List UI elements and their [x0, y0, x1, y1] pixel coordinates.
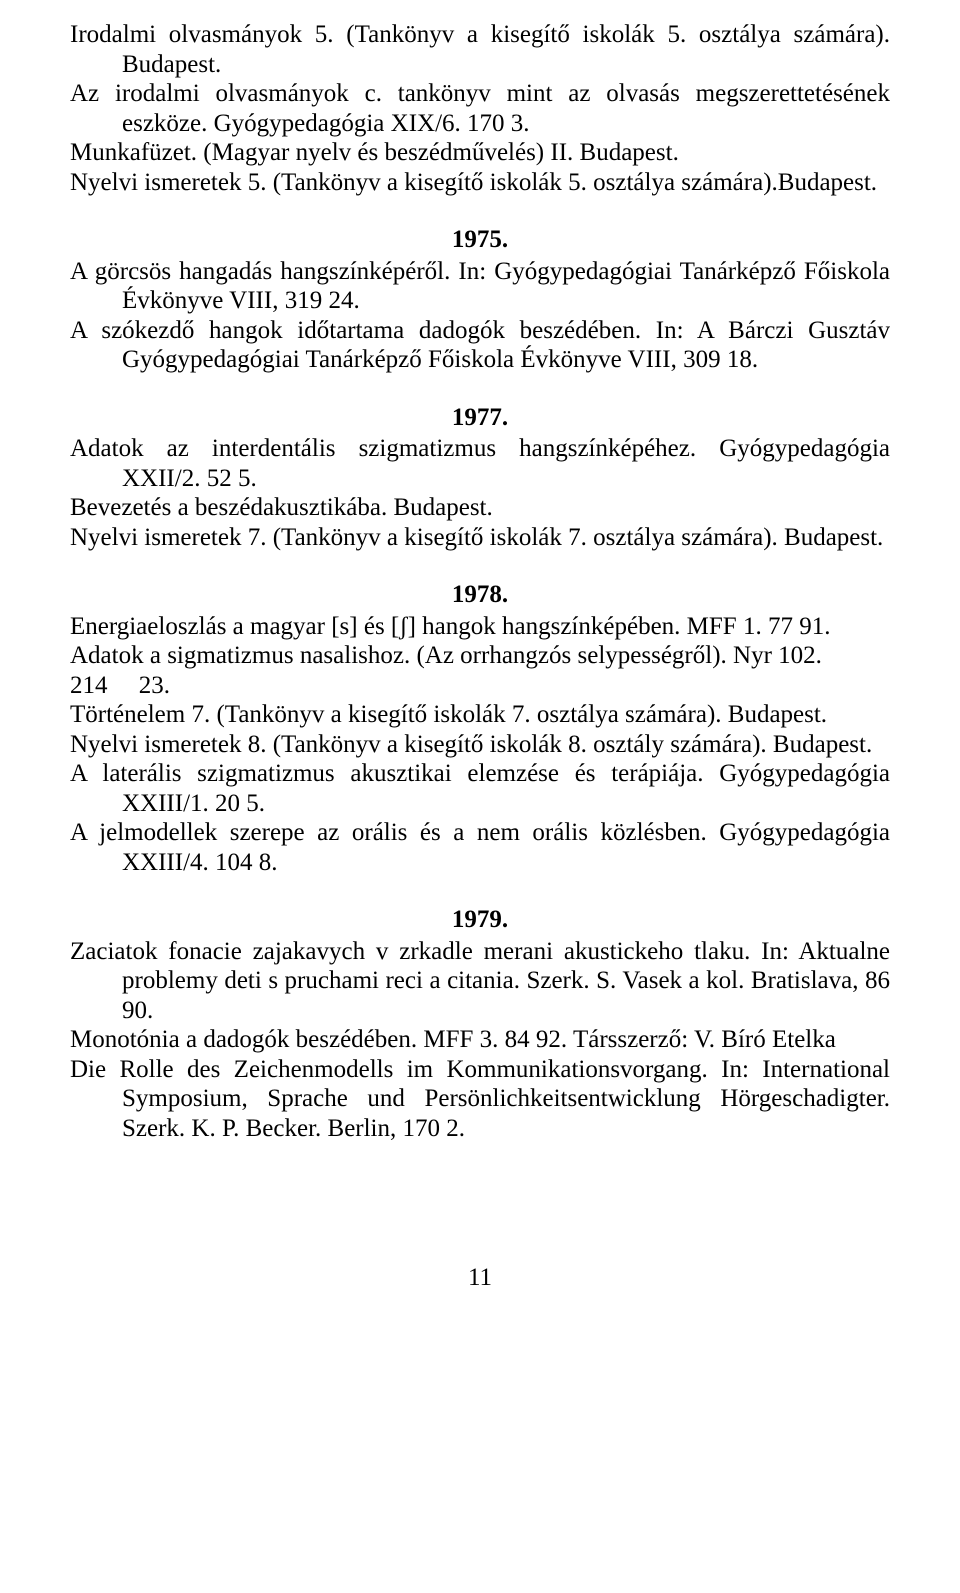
- bib-entry: Zaciatok fonacie zajakavych v zrkadle me…: [70, 937, 890, 1026]
- year-heading-1975: 1975.: [70, 225, 890, 255]
- bib-entry: Bevezetés a beszédakusztikába. Budapest.: [70, 493, 890, 523]
- document-page: Irodalmi olvasmányok 5. (Tankönyv a kise…: [0, 0, 960, 1333]
- bib-entry: A szókezdő hangok időtartama dadogók bes…: [70, 316, 890, 375]
- bib-entry: Az irodalmi olvasmányok c. tankönyv mint…: [70, 79, 890, 138]
- bib-entry: A jelmodellek szerepe az orális és a nem…: [70, 818, 890, 877]
- bib-entry: Energiaeloszlás a magyar [s] és [ʃ] hang…: [70, 612, 890, 642]
- bib-entry: A görcsös hangadás hangszínképéről. In: …: [70, 257, 890, 316]
- bib-entry: Adatok az interdentális szigmatizmus han…: [70, 434, 890, 493]
- year-heading-1977: 1977.: [70, 403, 890, 433]
- bib-entry: Nyelvi ismeretek 8. (Tankönyv a kisegítő…: [70, 730, 890, 760]
- bib-entry: Nyelvi ismeretek 7. (Tankönyv a kisegítő…: [70, 523, 890, 553]
- bib-entry: 214 23.: [70, 671, 890, 701]
- year-heading-1978: 1978.: [70, 580, 890, 610]
- year-heading-1979: 1979.: [70, 905, 890, 935]
- bib-entry: Monotónia a dadogók beszédében. MFF 3. 8…: [70, 1025, 890, 1055]
- bib-entry: Nyelvi ismeretek 5. (Tankönyv a kisegítő…: [70, 168, 890, 198]
- bib-entry: Irodalmi olvasmányok 5. (Tankönyv a kise…: [70, 20, 890, 79]
- bib-entry: Die Rolle des Zeichenmodells im Kommunik…: [70, 1055, 890, 1144]
- bib-entry: Történelem 7. (Tankönyv a kisegítő iskol…: [70, 700, 890, 730]
- bib-entry: Adatok a sigmatizmus nasalishoz. (Az orr…: [70, 641, 890, 671]
- bib-entry: A laterális szigmatizmus akusztikai elem…: [70, 759, 890, 818]
- bib-entry: Munkafüzet. (Magyar nyelv és beszédművel…: [70, 138, 890, 168]
- page-number: 11: [70, 1263, 890, 1293]
